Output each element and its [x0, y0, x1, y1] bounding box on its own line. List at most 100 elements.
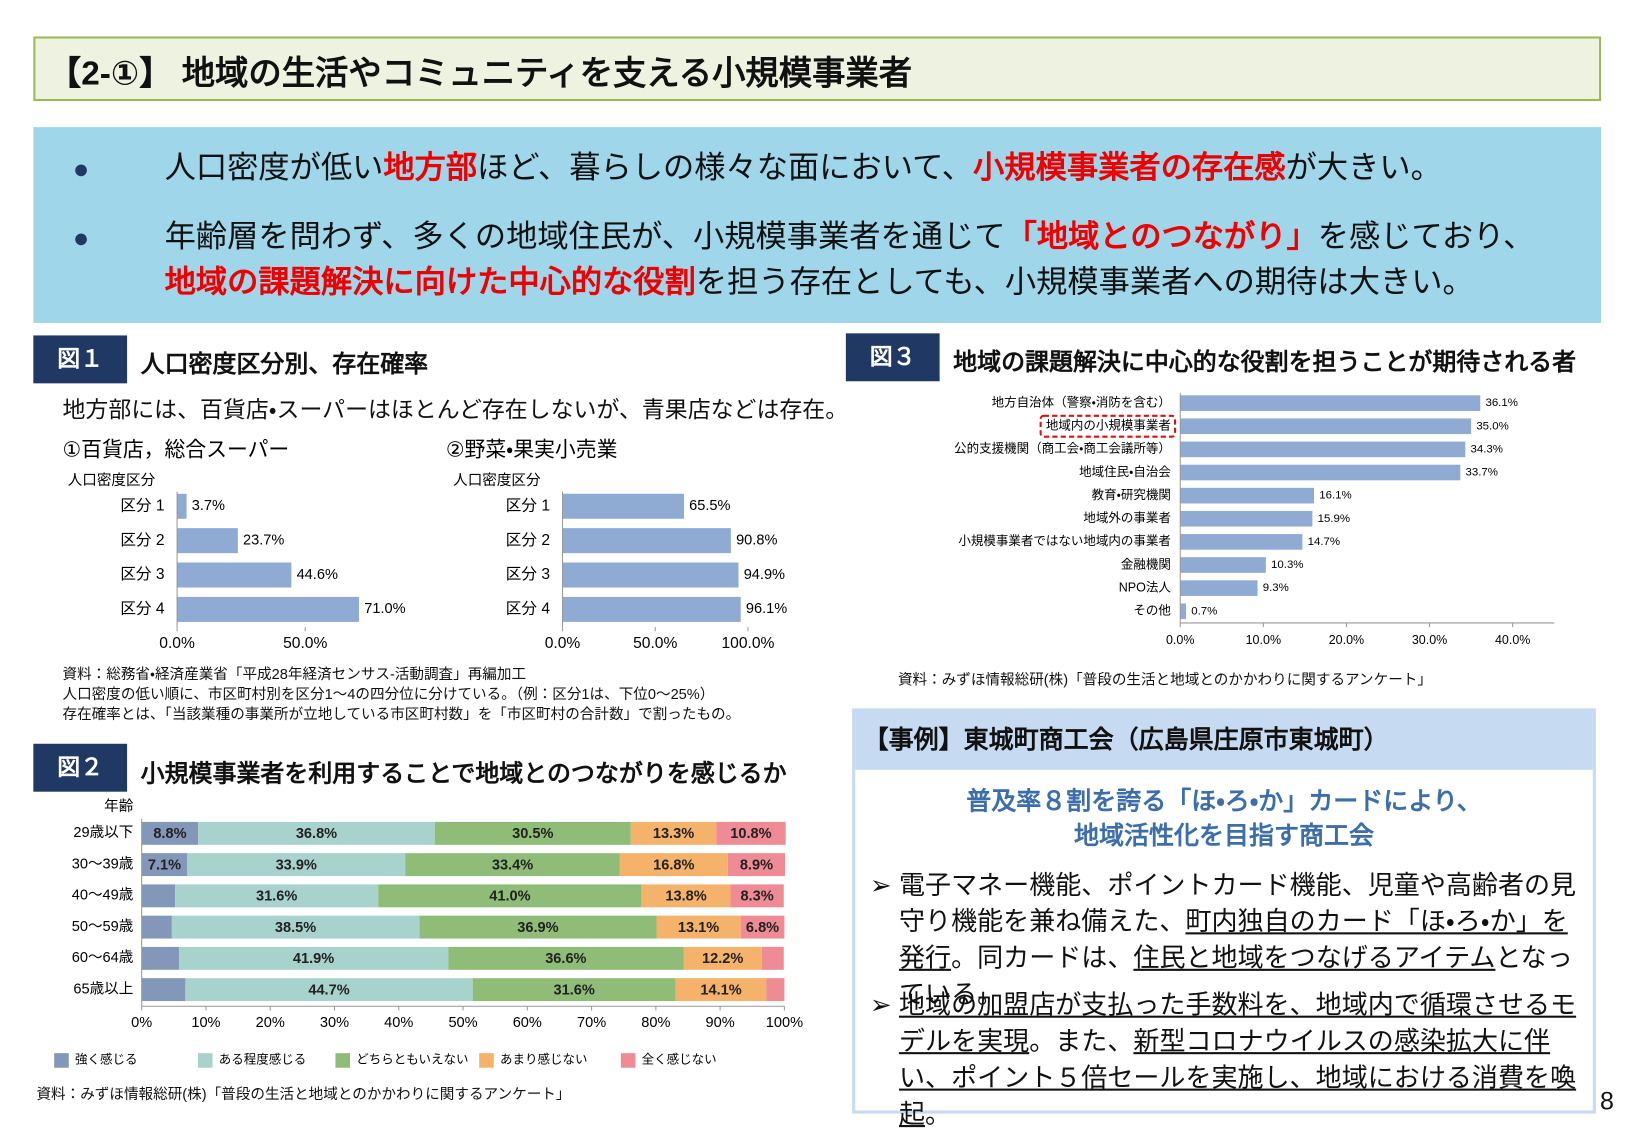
case-box: 【事例】東城町商工会（広島県庄原市東城町） 普及率８割を誇る「ほ・ろ・か」カード… [852, 708, 1596, 1129]
bar-segment [434, 821, 631, 845]
text: 。 [925, 1100, 952, 1130]
bar-segment [766, 978, 785, 1002]
bullet-text: 人口密度が低い地方部ほど、暮らしの様々な面において、小規模事業者の存在感が大きい… [165, 146, 1442, 192]
value-label: 14.7% [1308, 536, 1340, 548]
bullet-dot: ● [72, 153, 90, 185]
bar [562, 596, 741, 622]
chart-title: ②野菜・果実小売業 [446, 439, 618, 462]
value-label: 8.9% [740, 857, 773, 873]
chart-title: ①百貨店，総合スーパー [63, 439, 290, 462]
bullet-text: 電子マネー機能、ポイントカード機能、児童や高齢者の見守り機能を兼ね備えた、町内独… [899, 868, 1581, 1014]
legend-swatch [479, 1053, 494, 1068]
value-label: 33.4% [492, 857, 533, 873]
bar-segment [716, 821, 786, 845]
text: ほど、暮らしの様々な面において、 [477, 151, 974, 186]
value-label: 96.1% [746, 601, 787, 617]
bar [562, 493, 684, 519]
bar-segment [141, 853, 188, 877]
x-tick-label: 50.0% [633, 635, 677, 652]
bar-segment [378, 884, 642, 908]
bullet-arrow: ➢ [869, 990, 892, 1020]
figure-label: 図１ [33, 335, 128, 384]
category-label: 教育・研究機関 [1092, 487, 1171, 502]
emphasis: 小規模事業者の存在感 [973, 151, 1286, 186]
bar-segment [185, 978, 473, 1002]
text: を担う存在としても、小規模事業者への期待は大きい。 [695, 265, 1474, 301]
legend-swatch [197, 1053, 213, 1068]
bar [1180, 603, 1187, 620]
bar-segment [619, 853, 728, 877]
category-label: 区分 1 [120, 496, 164, 514]
bar-segment [740, 915, 785, 939]
category-label: 区分 4 [120, 600, 165, 618]
bullet-dot: ● [72, 221, 90, 254]
bullet-text: 地域の加盟店が支払った手数料を、地域内で循環させるモデルを実現。また、新型コロナ… [899, 988, 1581, 1133]
value-label: 6.8% [746, 920, 779, 936]
category-label: 50～59歳 [72, 918, 134, 935]
text: 。また、 [1029, 1027, 1134, 1057]
x-tick-label: 0.0% [545, 635, 581, 652]
bar-segment [761, 946, 784, 970]
bar [1180, 418, 1472, 435]
y-axis-label: 人口密度区分 [453, 472, 541, 489]
value-label: 7.1% [148, 857, 181, 873]
category-label: 40～49歳 [72, 887, 134, 904]
note: 存在確率とは、「当該業種の事業所が立地している市区町村数」を「市区町村の合計数」… [62, 705, 741, 722]
bar-segment [448, 946, 684, 970]
case-title: 【事例】東城町商工会（広島県庄原市東城町） [855, 711, 1593, 770]
value-label: 38.5% [275, 920, 316, 936]
x-tick-label: 100% [766, 1015, 803, 1031]
x-tick-label: 30% [320, 1015, 349, 1031]
category-label: 金融機関 [1121, 557, 1171, 571]
emphasis: 地域の課題解決に向けた中心的な役割 [164, 265, 696, 301]
source: 資料：みずほ情報総研(株)「普段の生活と地域とのかかわりに関するアンケート」 [897, 670, 1432, 688]
legend-label: 全く感じない [642, 1052, 717, 1067]
category-label: 区分 1 [506, 496, 550, 514]
figure-title: 人口密度区分別、存在確率 [140, 350, 429, 378]
figure-title: 小規模事業者を利用することで地域とのつながりを感じるか [140, 759, 787, 787]
header: 【2-①】 地域の生活やコミュニティを支える小規模事業者 [33, 36, 1602, 102]
value-label: 13.8% [665, 889, 706, 905]
value-label: 30.5% [512, 826, 553, 842]
value-label: 8.3% [740, 889, 773, 905]
value-label: 3.7% [192, 498, 225, 514]
category-label: 地域住民・自治会 [1079, 465, 1171, 479]
value-label: 33.9% [276, 857, 317, 873]
x-tick-label: 0.0% [1166, 633, 1195, 647]
value-label: 16.1% [1319, 490, 1351, 502]
legend-label: どちらともいえない [356, 1053, 468, 1067]
value-label: 44.7% [308, 983, 349, 999]
bar-segment [141, 884, 176, 908]
value-label: 94.9% [744, 567, 785, 583]
bar-segment [656, 915, 741, 939]
legend-label: あまり感じない [500, 1052, 588, 1067]
value-label: 14.1% [700, 983, 741, 999]
value-label: 33.7% [1466, 467, 1498, 479]
text: 。同カードは、 [951, 943, 1134, 973]
bar-segment [675, 978, 767, 1002]
underlined-text: 住民と地域をつなげるアイテム [1133, 943, 1496, 973]
category-label: 65歳以上 [73, 980, 133, 997]
x-tick-label: 20% [256, 1015, 285, 1031]
value-label: 41.0% [489, 889, 530, 905]
category-label: 60～64歳 [72, 949, 134, 966]
text: となっている。 [898, 943, 1573, 1010]
category-label: 30～39歳 [72, 855, 134, 872]
category-label: 地方自治体（警察・消防を含む） [992, 394, 1171, 409]
category-label: 区分 2 [506, 531, 550, 549]
bar-segment [405, 853, 620, 877]
value-label: 36.8% [296, 826, 337, 842]
note: 資料：総務省・経済産業省「平成28年経済センサス-活動調査」再編加工 [62, 665, 527, 683]
category-label: 地域外の事業者 [1083, 510, 1171, 525]
value-label: 13.1% [678, 920, 719, 936]
source: 資料：みずほ情報総研(株)「普段の生活と地域とのかかわりに関するアンケート」 [36, 1085, 571, 1103]
category-label: 区分 2 [120, 531, 164, 549]
figure-label: 図３ [845, 333, 940, 382]
bar-segment [472, 978, 676, 1002]
bar-segment [641, 884, 731, 908]
case-headline: 普及率８割を誇る「ほ・ろ・か」カードにより、 地域活性化を目指す商工会 [855, 784, 1593, 853]
bar-segment [171, 915, 420, 939]
x-tick-label: 30.0% [1412, 633, 1447, 647]
